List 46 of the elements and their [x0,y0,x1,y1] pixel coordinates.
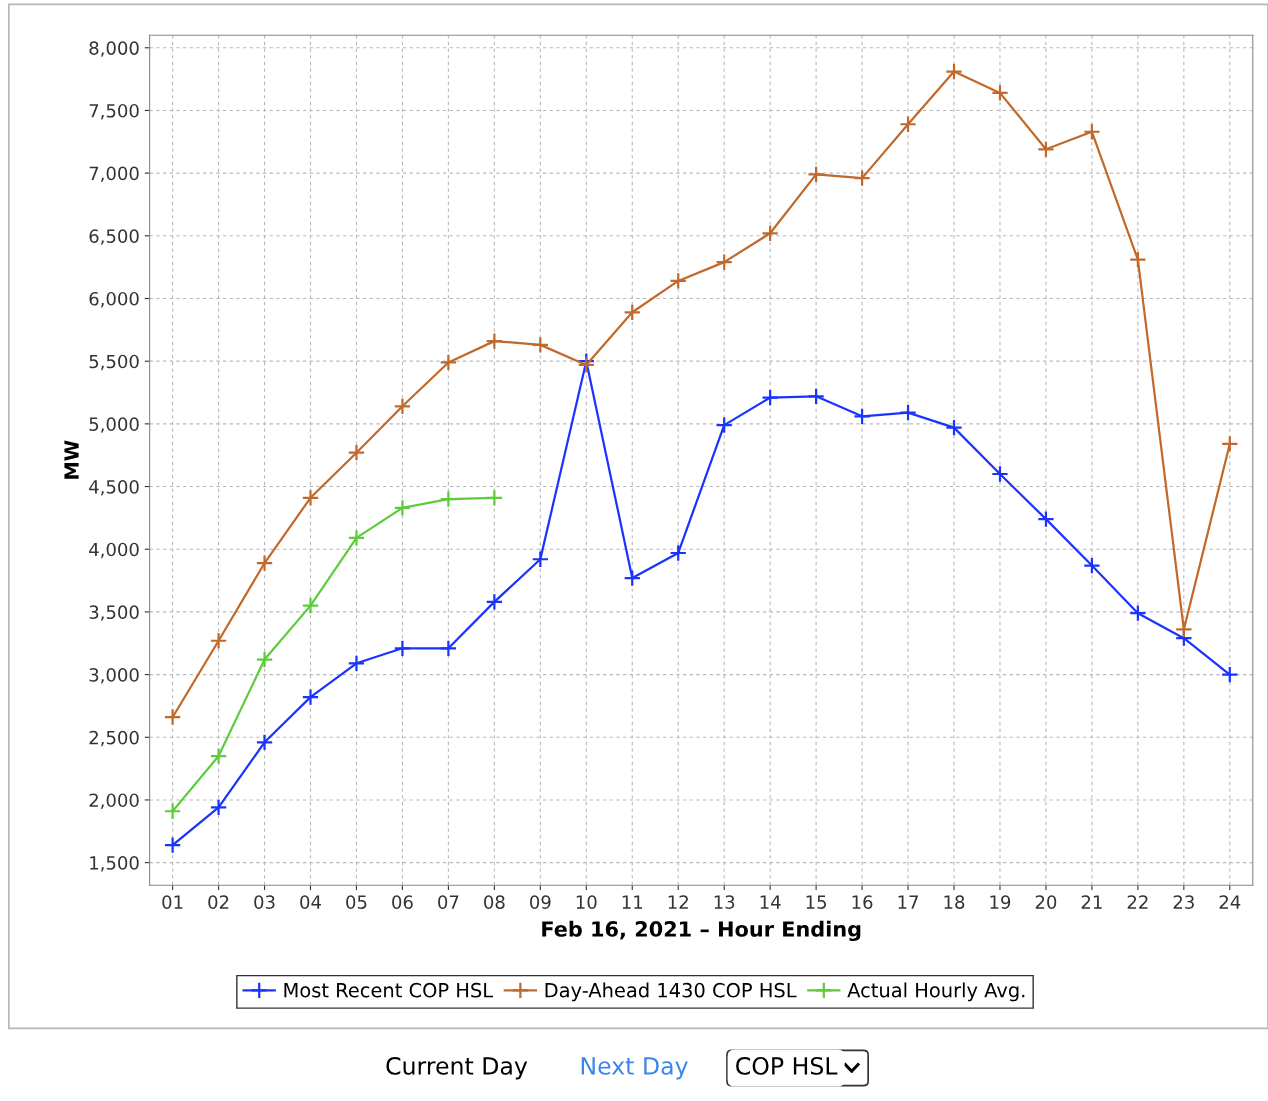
y-tick-label: 4,500 [89,480,139,496]
y-tick-label: 2,000 [89,793,139,809]
x-axis-title: Feb 16, 2021 – Hour Ending [542,920,861,942]
x-tick-label: 04 [300,895,321,909]
legend-label: Most Recent COP HSL [284,982,494,998]
x-tick-label: 15 [806,895,827,909]
y-tick-label: 7,000 [89,166,139,183]
x-tick-label: 16 [852,895,873,909]
x-tick-label: 03 [254,895,275,909]
y-tick-label: 3,000 [89,668,139,684]
x-tick-label: 13 [714,895,735,909]
y-tick-label: 2,500 [89,730,139,747]
x-tick-label: 07 [438,895,459,909]
x-tick-label: 09 [530,895,551,909]
x-tick-label: 08 [484,895,505,909]
legend-label: Day-Ahead 1430 COP HSL [545,982,797,1002]
x-tick-label: 21 [1081,895,1102,909]
y-tick-label: 6,500 [89,229,139,245]
y-tick-label: 3,500 [89,605,139,621]
x-tick-label: 11 [622,895,643,909]
legend-label: Actual Hourly Avg. [847,982,1025,1002]
x-tick-label: 17 [898,895,918,909]
x-tick-label: 05 [346,895,367,909]
y-tick-label: 5,000 [89,417,139,433]
x-tick-label: 19 [990,895,1011,909]
text: COP HSL [736,1056,838,1075]
x-tick-label: 01 [162,895,183,909]
text: Next Day [581,1057,688,1080]
y-tick-label: 5,500 [89,354,139,371]
x-tick-label: 12 [668,895,688,909]
y-tick-label: 4,000 [89,542,139,559]
x-tick-label: 24 [1219,895,1241,909]
text: Current Day [386,1056,528,1080]
y-tick-label: 8,000 [89,41,139,57]
x-tick-label: 22 [1127,895,1148,909]
y-tick-label: 7,500 [89,103,139,120]
y-axis-title: MW [64,440,79,479]
y-tick-label: 1,500 [90,856,139,872]
x-tick-label: 06 [392,895,413,909]
x-tick-label: 18 [944,895,965,909]
x-tick-label: 23 [1173,895,1194,909]
x-tick-label: 02 [208,895,229,909]
y-tick-label: 6,000 [89,291,139,308]
x-tick-label: 10 [576,895,597,909]
x-tick-label: 20 [1035,895,1057,909]
x-tick-label: 14 [760,895,781,909]
